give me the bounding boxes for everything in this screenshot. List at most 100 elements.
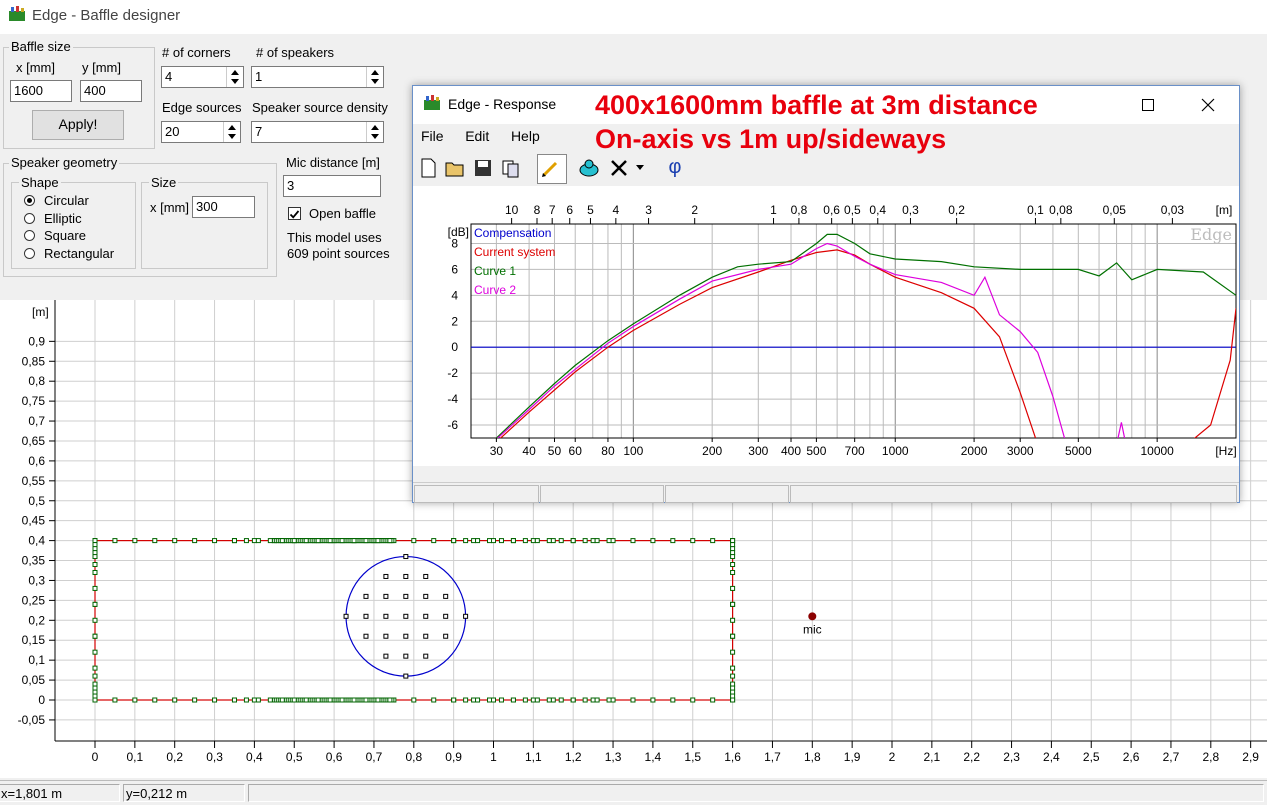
menu-file[interactable]: File [421, 128, 444, 144]
corners-spin-icon[interactable] [226, 67, 243, 87]
save-icon[interactable] [471, 156, 495, 180]
baffle-y-input[interactable]: 400 [80, 80, 142, 102]
edge-source-point [570, 538, 576, 544]
edge-source-point [291, 697, 297, 703]
x-tick-label: 10000 [1140, 444, 1174, 458]
top-unit-label: [m] [1216, 203, 1233, 217]
edge-source-point [92, 569, 98, 575]
edge-source-point [558, 697, 564, 703]
shape-title: Shape [19, 175, 61, 190]
speaker-rim-point [403, 554, 409, 560]
mic-marker [808, 612, 817, 621]
edge-source-point [375, 538, 381, 544]
x-tick-label: 2 [889, 750, 896, 764]
edge-source-point [172, 697, 178, 703]
phi-icon[interactable]: φ [668, 156, 682, 178]
speaker-geometry-group [3, 163, 277, 277]
maximize-icon[interactable] [1141, 98, 1155, 112]
pen-button[interactable] [537, 154, 567, 184]
size-x-input[interactable]: 300 [192, 196, 255, 218]
speaker-rim-point [403, 673, 409, 679]
edge-source-point [570, 697, 576, 703]
edge-source-point [132, 538, 138, 544]
x-tick-label: 300 [748, 444, 768, 458]
speaker-source-point [403, 593, 409, 599]
speakers-label: # of speakers [256, 45, 335, 60]
shape-group [11, 182, 136, 269]
open-icon[interactable] [443, 156, 467, 180]
edge-source-point [327, 538, 333, 544]
density-spin-icon[interactable] [366, 122, 383, 142]
edge-source-point [610, 697, 616, 703]
edge-sources-label: Edge sources [162, 100, 242, 115]
response-window[interactable]: Edge - Response File Edit Help φ 8 6 4 2 0 -2… [412, 85, 1240, 503]
corners-value: 4 [165, 69, 173, 84]
x-tick-label: 400 [781, 444, 801, 458]
edge-source-point [710, 538, 716, 544]
close-icon[interactable] [1201, 98, 1215, 112]
baffle-x-label: x [mm] [16, 60, 55, 75]
legend-entry: Curve 1 [474, 264, 516, 278]
response-app-icon [424, 95, 440, 110]
edge-source-point [363, 538, 369, 544]
dropdown-icon[interactable] [635, 164, 645, 172]
copy-icon[interactable] [499, 156, 523, 180]
cloud-icon[interactable] [577, 156, 601, 180]
edge-source-point [451, 697, 457, 703]
x-tick-label: 1 [490, 750, 497, 764]
shape-square-label: Square [44, 228, 86, 243]
apply-button[interactable]: Apply! [32, 110, 124, 140]
top-tick-label: 4 [613, 203, 620, 217]
speaker-source-point [383, 653, 389, 659]
edge-source-point [710, 697, 716, 703]
edge-source-point [650, 697, 656, 703]
shape-rectangular-radio[interactable] [24, 248, 35, 259]
size-group [141, 182, 268, 269]
shape-square-radio[interactable] [24, 230, 35, 241]
delete-icon[interactable] [607, 156, 631, 180]
edge-source-point [487, 697, 493, 703]
edge-source-point [451, 538, 457, 544]
annotation-line2: On-axis vs 1m up/sideways [595, 124, 947, 154]
edge-source-point [92, 562, 98, 568]
x-tick-label: 0,3 [206, 750, 223, 764]
x-tick-label: 50 [548, 444, 562, 458]
edge-source-point [339, 538, 345, 544]
response-menu-bar: File Edit Help [421, 128, 558, 144]
edge-sources-stepper[interactable]: 20 [161, 121, 241, 143]
baffle-x-input[interactable]: 1600 [10, 80, 72, 102]
y-tick-label: 0,55 [22, 474, 46, 488]
new-icon[interactable] [416, 156, 440, 180]
y-tick-label: 0,9 [28, 334, 45, 348]
shape-elliptic-radio[interactable] [24, 213, 35, 224]
edge-source-point [550, 697, 556, 703]
edge-source-point [487, 538, 493, 544]
edge-source-point [510, 538, 516, 544]
shape-circular-radio[interactable] [24, 195, 35, 206]
x-tick-label: 1,2 [565, 750, 582, 764]
open-baffle-checkbox[interactable] [288, 207, 301, 220]
edge-source-point [279, 538, 285, 544]
response-chart[interactable]: 8 6 4 2 0 -2 -4 -6 30 40 50 60 80 100 200 300 400 500 700 1… [413, 186, 1239, 466]
density-stepper[interactable]: 7 [251, 121, 384, 143]
speakers-spin-icon[interactable] [366, 67, 383, 87]
x-tick-label: 30 [490, 444, 504, 458]
x-tick-label: 1,5 [684, 750, 701, 764]
edge-source-point [251, 697, 257, 703]
mic-distance-input[interactable]: 3 [283, 175, 381, 197]
speaker-source-point [383, 613, 389, 619]
x-tick-label: 0,7 [366, 750, 383, 764]
top-tick-label: 6 [566, 203, 573, 217]
x-tick-label: 2,3 [1003, 750, 1020, 764]
top-tick-label: 0,08 [1049, 203, 1073, 217]
edge-source-point [92, 665, 98, 671]
speaker-rim-point [343, 613, 349, 619]
menu-edit[interactable]: Edit [465, 128, 490, 144]
edge-sources-spin-icon[interactable] [223, 122, 240, 142]
x-tick-label: 2,4 [1043, 750, 1060, 764]
y-tick-label: 0,7 [28, 414, 45, 428]
speakers-stepper[interactable]: 1 [251, 66, 384, 88]
menu-help[interactable]: Help [510, 128, 540, 144]
corners-stepper[interactable]: 4 [161, 66, 244, 88]
edge-source-point [670, 697, 676, 703]
